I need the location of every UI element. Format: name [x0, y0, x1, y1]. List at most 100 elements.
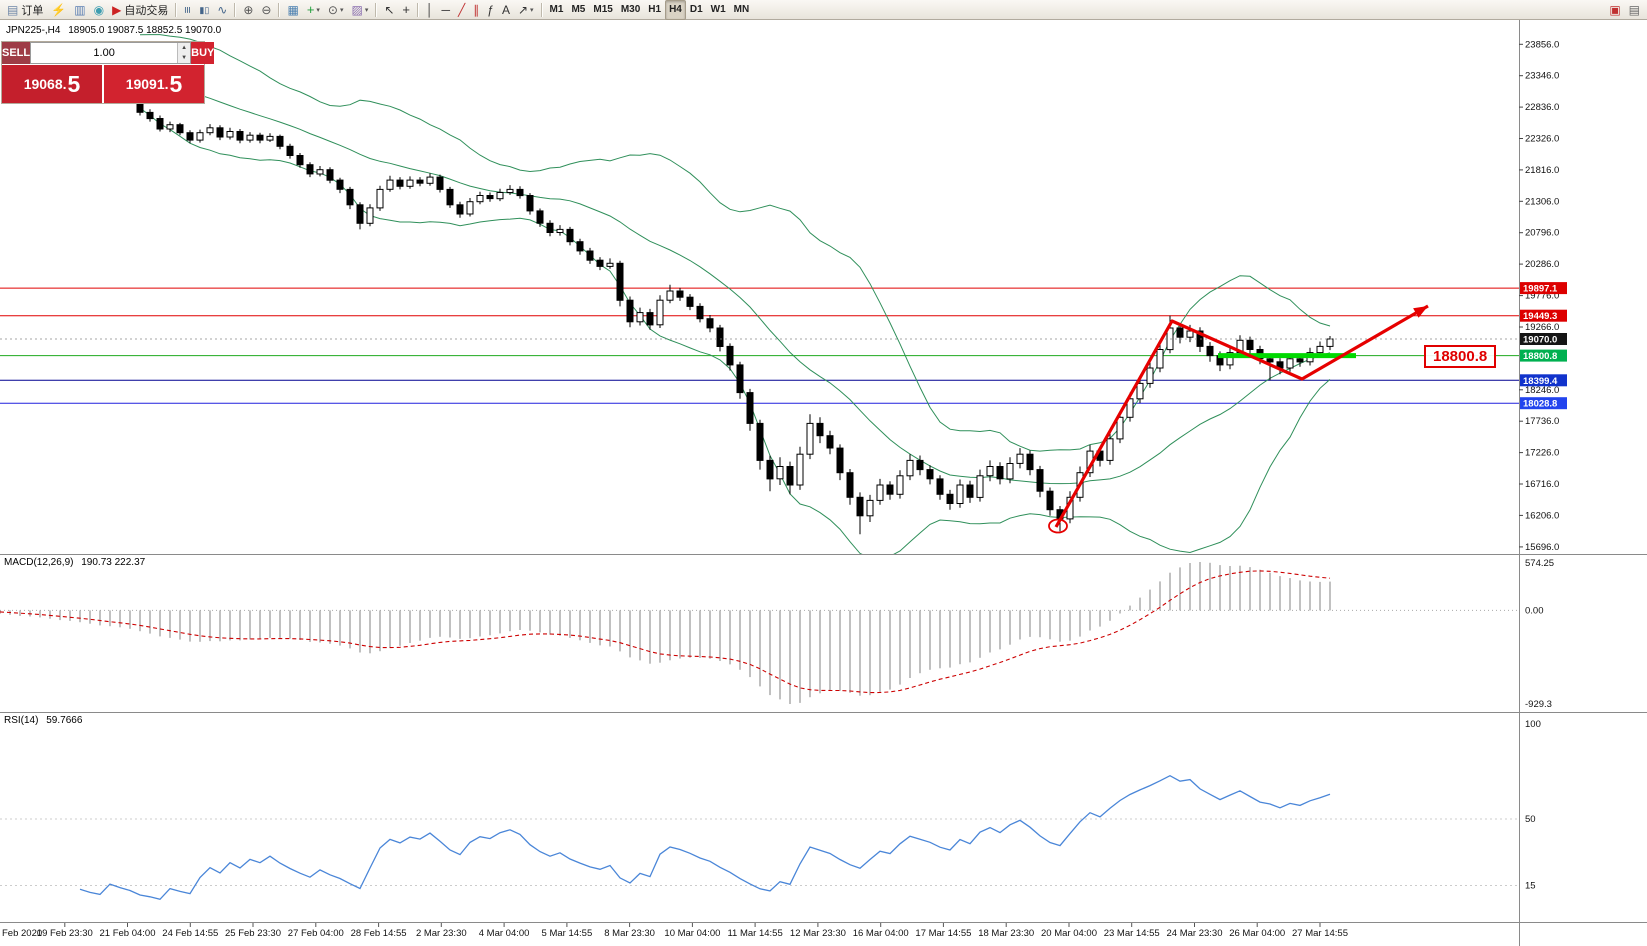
cursor-icon: ↖ — [384, 2, 395, 17]
support-level-price-label[interactable]: 18800.8 — [1424, 345, 1497, 368]
timeframe-w1[interactable]: W1 — [707, 0, 730, 20]
zoom-in-icon: ⊕ — [243, 2, 254, 17]
price-badge — [1520, 374, 1567, 387]
draw-arrows-icon: ↗ — [517, 2, 529, 17]
time-tick-label: 17 Mar 14:55 — [915, 928, 971, 939]
new-order-button[interactable]: ▤ 订单 — [3, 0, 47, 20]
price-tick-label: 19776.0 — [1525, 291, 1559, 302]
sell-price-button[interactable]: 19068. 5 — [2, 65, 102, 103]
auto-trading-icon: ▶ — [112, 2, 122, 17]
draw-channel-button[interactable]: ∥ — [469, 0, 483, 20]
timeframe-m1[interactable]: M1 — [546, 0, 568, 20]
price-tick-label: 17226.0 — [1525, 448, 1559, 459]
price-tick-label: 23346.0 — [1525, 71, 1559, 82]
templates-button[interactable]: ▨ ▾ — [348, 0, 373, 20]
indicators-button[interactable]: + ▾ — [303, 0, 324, 20]
draw-vertical-line-button[interactable]: │ — [422, 0, 438, 20]
price-badge-label: 18399.4 — [1523, 376, 1558, 387]
sell-button[interactable]: SELL — [2, 42, 31, 64]
auto-arrange-button[interactable]: ▦ — [283, 0, 302, 20]
time-tick-label: 12 Mar 23:30 — [790, 928, 846, 939]
toolbar-separator — [540, 2, 543, 17]
periods-icon: ⊙ — [327, 2, 338, 17]
time-tick-label: 16 Mar 04:00 — [853, 928, 909, 939]
auto-trading-button[interactable]: ▶ 自动交易 — [108, 0, 172, 20]
price-tick-label: 16206.0 — [1525, 510, 1559, 521]
volume-increase-button[interactable]: ▲ — [178, 43, 191, 53]
panel-separators — [0, 20, 1647, 946]
trend-arrow-line[interactable] — [1054, 304, 1429, 528]
draw-horizontal-line-button[interactable]: ─ — [438, 0, 455, 20]
price-tick-label: 16716.0 — [1525, 479, 1559, 490]
zoom-in-button[interactable]: ⊕ — [239, 0, 257, 20]
draw-vertical-line-icon: │ — [426, 2, 434, 17]
timeframe-m15[interactable]: M15 — [589, 0, 616, 20]
buy-price-button[interactable]: 19091. 5 — [104, 65, 204, 103]
timeframe-d1[interactable]: D1 — [686, 0, 707, 20]
price-alert-button[interactable]: ▣ — [1605, 0, 1624, 20]
price-axis: 23856.0 23346.0 22836.0 22326.0 21816.0 21306… — [1519, 39, 1567, 892]
draw-channel-icon: ∥ — [473, 2, 480, 17]
timeframe-m5[interactable]: M5 — [567, 0, 589, 20]
cursor-button[interactable]: ↖ — [380, 0, 398, 20]
draw-text-button[interactable]: A — [498, 0, 514, 20]
sell-price-fraction: 5 — [67, 70, 81, 97]
timeframe-m1-label: M1 — [549, 4, 564, 15]
volume-decrease-button[interactable]: ▼ — [178, 53, 191, 63]
volume-input[interactable] — [31, 43, 178, 63]
market-watch-button[interactable]: ▥ — [70, 0, 89, 20]
timeframe-h4[interactable]: H4 — [665, 0, 686, 20]
trend-arrow-head — [1413, 306, 1428, 318]
time-tick-label: 27 Mar 14:55 — [1292, 928, 1348, 939]
window-layout-button[interactable]: ▤ — [1625, 0, 1644, 20]
price-tick-label: 17736.0 — [1525, 416, 1559, 427]
chart-title: JPN225-,H4 18905.0 19087.5 18852.5 19070… — [6, 25, 221, 36]
rsi-scale-label: 100 — [1525, 719, 1541, 730]
chart-bars-button[interactable]: ≡ — [180, 0, 195, 20]
time-tick-label: 28 Feb 14:55 — [351, 928, 407, 939]
time-tick-label: 18 Mar 23:30 — [978, 928, 1034, 939]
time-tick-label: 23 Mar 14:55 — [1104, 928, 1160, 939]
crosshair-button[interactable]: + — [398, 0, 414, 20]
time-tick-label: 5 Mar 14:55 — [542, 928, 593, 939]
bollinger-lower-band — [139, 107, 1331, 554]
bollinger-upper-band — [139, 34, 1331, 452]
draw-fibonacci-button[interactable]: ƒ — [483, 0, 498, 20]
rsi-current-value: 59.7666 — [46, 715, 83, 726]
chart-candlesticks-button[interactable]: ▮▯ — [195, 0, 213, 20]
toolbar-separator — [417, 2, 420, 17]
draw-arrows-caret-icon: ▾ — [530, 6, 534, 14]
time-tick-label: 27 Feb 04:00 — [288, 928, 344, 939]
draw-trendline-button[interactable]: ╱ — [454, 0, 469, 20]
macd-scale-zero: 0.00 — [1525, 605, 1544, 616]
community-button[interactable]: ◉ — [90, 0, 108, 20]
toolbar-separator — [234, 2, 237, 17]
draw-arrows-button[interactable]: ↗ ▾ — [514, 0, 538, 20]
timeframe-mn[interactable]: MN — [730, 0, 754, 20]
new-order-label: 订单 — [21, 4, 44, 17]
time-tick-label: 25 Feb 23:30 — [225, 928, 281, 939]
price-badge-label: 19070.0 — [1523, 335, 1557, 346]
timeframe-mn-label: MN — [733, 4, 750, 15]
zoom-out-button[interactable]: ⊖ — [257, 0, 275, 20]
rsi-line — [79, 774, 1331, 901]
timeframe-m15-label: M15 — [593, 4, 613, 15]
quick-trade-button[interactable]: ⚡ — [47, 0, 70, 20]
buy-button[interactable]: BUY — [191, 42, 215, 64]
price-badge — [1520, 309, 1567, 322]
price-tick-label: 23856.0 — [1525, 39, 1559, 50]
macd-signal-line — [0, 570, 1331, 694]
macd-panel — [0, 562, 1519, 704]
one-click-trading-panel: SELL ▲ ▼ BUY 19068. 5 19091. 5 — [1, 41, 215, 104]
price-tick-label: 20286.0 — [1525, 259, 1559, 270]
timeframe-m30[interactable]: M30 — [617, 0, 644, 20]
candlestick-series — [136, 100, 1334, 535]
time-tick-label: 2 Mar 23:30 — [416, 928, 467, 939]
periods-button[interactable]: ⊙ ▾ — [324, 0, 348, 20]
timeframe-h1[interactable]: H1 — [644, 0, 665, 20]
toolbar-separator — [175, 2, 178, 17]
chart-line-button[interactable]: ∿ — [213, 0, 231, 20]
indicators-icon: + — [306, 1, 315, 17]
bollinger-middle-band — [139, 71, 1331, 485]
